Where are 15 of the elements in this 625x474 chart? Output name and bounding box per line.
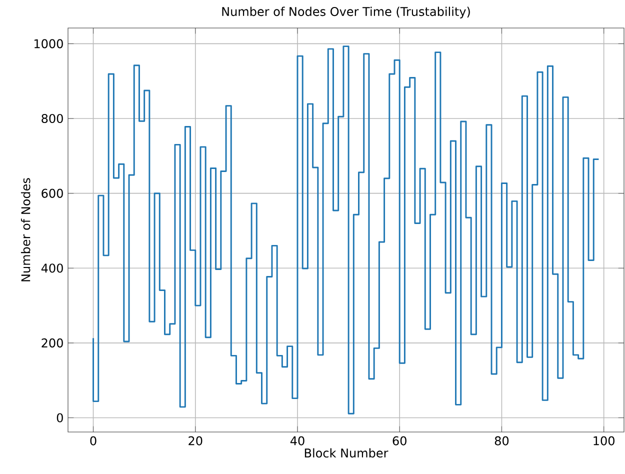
x-axis-title: Block Number [304, 448, 388, 458]
y-tick-label: 800 [42, 114, 63, 124]
y-tick-label: 600 [42, 188, 63, 198]
y-tick-label: 1000 [34, 39, 63, 48]
y-tick-label: 0 [56, 413, 63, 422]
x-tick-label: 60 [392, 436, 406, 446]
y-tick-label: 400 [41, 264, 63, 273]
y-axis-title: Number of Nodes [20, 178, 30, 282]
y-tick-label: 200 [42, 338, 63, 348]
chart-title: Number of Nodes Over Time (Trustability) [222, 6, 470, 18]
x-tick-label: 20 [188, 436, 202, 446]
x-tick-label: 100 [594, 436, 614, 446]
x-tick-label: 80 [494, 436, 509, 446]
x-tick-label: 0 [90, 436, 96, 446]
x-tick-label: 40 [290, 436, 304, 446]
